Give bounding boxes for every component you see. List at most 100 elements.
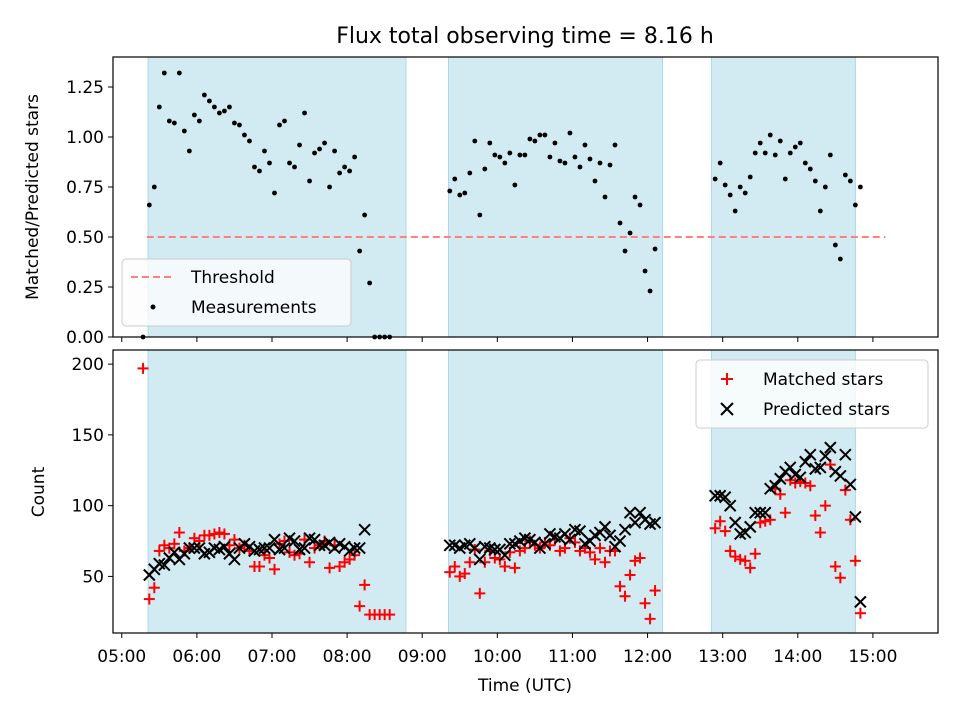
measurement-point — [812, 178, 818, 184]
predicted-star-marker — [804, 448, 817, 461]
measurement-point — [201, 92, 207, 98]
predicted-star-marker — [728, 516, 742, 529]
measurement-point — [352, 154, 358, 160]
legend-predicted-label: Predicted stars — [763, 400, 890, 420]
predicted-marker-b — [648, 516, 662, 529]
predicted-marker-b — [268, 533, 281, 546]
y-tick-label: 0.25 — [66, 278, 104, 298]
measurement-point — [262, 148, 267, 154]
predicted-star-marker — [158, 558, 171, 572]
measurement-point — [542, 132, 548, 138]
measurement-point — [717, 160, 723, 166]
matched-star-marker — [384, 609, 396, 621]
x-tick-label: 11:00 — [548, 647, 597, 667]
observing-band-0 — [147, 349, 407, 634]
matched-star-marker — [153, 545, 165, 557]
legend-measurements-label: Measurements — [191, 298, 317, 318]
measurement-point — [742, 190, 748, 196]
matched-star-marker — [814, 527, 826, 539]
matched-star-marker — [804, 480, 816, 492]
predicted-marker-b — [503, 537, 517, 551]
y-tick-label: 100 — [72, 497, 104, 517]
measurement-point — [317, 146, 322, 152]
measurement-point — [206, 98, 212, 104]
predicted-marker-b — [543, 527, 557, 541]
predicted-marker-b — [278, 541, 291, 555]
predicted-star-marker — [278, 541, 291, 555]
predicted-star-marker — [754, 506, 767, 519]
count-points — [137, 362, 867, 625]
measurement-point — [827, 152, 833, 158]
predicted-star-marker — [854, 595, 867, 609]
matched-star-marker — [644, 613, 656, 625]
matched-star-marker — [779, 507, 791, 519]
matched-star-marker — [193, 535, 205, 547]
matched-star-marker — [649, 585, 661, 597]
measurement-point — [592, 178, 598, 184]
measurement-point — [522, 152, 528, 158]
predicted-star-marker — [353, 541, 366, 555]
predicted-star-marker — [503, 537, 517, 551]
matched-star-marker — [739, 555, 751, 567]
matched-star-marker — [849, 555, 861, 567]
predicted-marker-b — [749, 506, 762, 519]
predicted-marker-b — [839, 448, 852, 461]
predicted-marker-b — [563, 533, 577, 546]
predicted-star-marker — [769, 479, 782, 493]
measurement-point — [632, 194, 638, 200]
matched-star-marker — [734, 553, 746, 565]
y-tick-label: 1.00 — [66, 128, 104, 148]
predicted-marker-b — [718, 490, 732, 504]
measurement-point — [807, 166, 813, 172]
matched-star-marker — [168, 538, 180, 550]
predicted-star-marker — [723, 499, 737, 512]
measurement-point — [252, 164, 257, 170]
measurement-point — [242, 132, 247, 138]
x-tick-label: 13:00 — [698, 647, 747, 667]
predicted-marker-b — [283, 531, 296, 545]
predicted-marker-b — [708, 489, 722, 502]
measurement-point — [527, 136, 533, 142]
predicted-marker-b — [759, 506, 772, 519]
measurement-point — [166, 118, 172, 124]
predicted-marker-b — [603, 529, 617, 542]
predicted-marker-b — [769, 479, 782, 493]
predicted-star-marker — [168, 546, 181, 559]
predicted-marker-b — [488, 543, 502, 556]
top-legend-box — [121, 258, 352, 327]
top-legend: Threshold Measurements — [121, 258, 352, 327]
measurement-point — [747, 174, 753, 180]
measurement-point — [832, 242, 838, 248]
measurement-point — [577, 164, 583, 170]
measurement-point — [322, 140, 327, 146]
matched-star-marker — [208, 528, 220, 540]
predicted-star-marker — [849, 510, 862, 524]
matched-star-marker — [464, 556, 476, 568]
bottom-x-ticks: 05:00 06:00 07:00 08:00 09:00 10:00 11:00 12:00… — [97, 633, 897, 667]
matched-star-marker — [213, 527, 225, 539]
bottom-plot-frame — [112, 349, 939, 634]
x-tick-label: 12:00 — [623, 647, 672, 667]
measurement-point — [267, 160, 272, 166]
y-tick-label: 0.00 — [66, 328, 104, 348]
y-tick-label: 0.75 — [66, 178, 104, 198]
x-tick-label: 15:00 — [848, 647, 897, 667]
matched-star-marker — [754, 517, 766, 529]
measurement-point — [567, 130, 573, 136]
measurement-point — [282, 118, 287, 124]
measurement-point — [602, 194, 608, 200]
predicted-marker-b — [298, 541, 311, 555]
measurement-point — [642, 268, 648, 274]
bottom-y-ticks: 50 100 150 200 — [72, 355, 113, 587]
observing-band-1 — [448, 56, 664, 338]
measurement-point — [797, 140, 803, 146]
matched-star-marker — [614, 580, 626, 592]
measurement-point — [191, 112, 197, 118]
matched-star-marker — [709, 522, 721, 534]
predicted-star-marker — [708, 489, 722, 502]
x-tick-label: 07:00 — [247, 647, 296, 667]
predicted-star-marker — [443, 539, 456, 552]
predicted-marker-b — [473, 553, 487, 566]
measurement-point — [752, 150, 758, 156]
predicted-star-marker — [183, 541, 196, 555]
